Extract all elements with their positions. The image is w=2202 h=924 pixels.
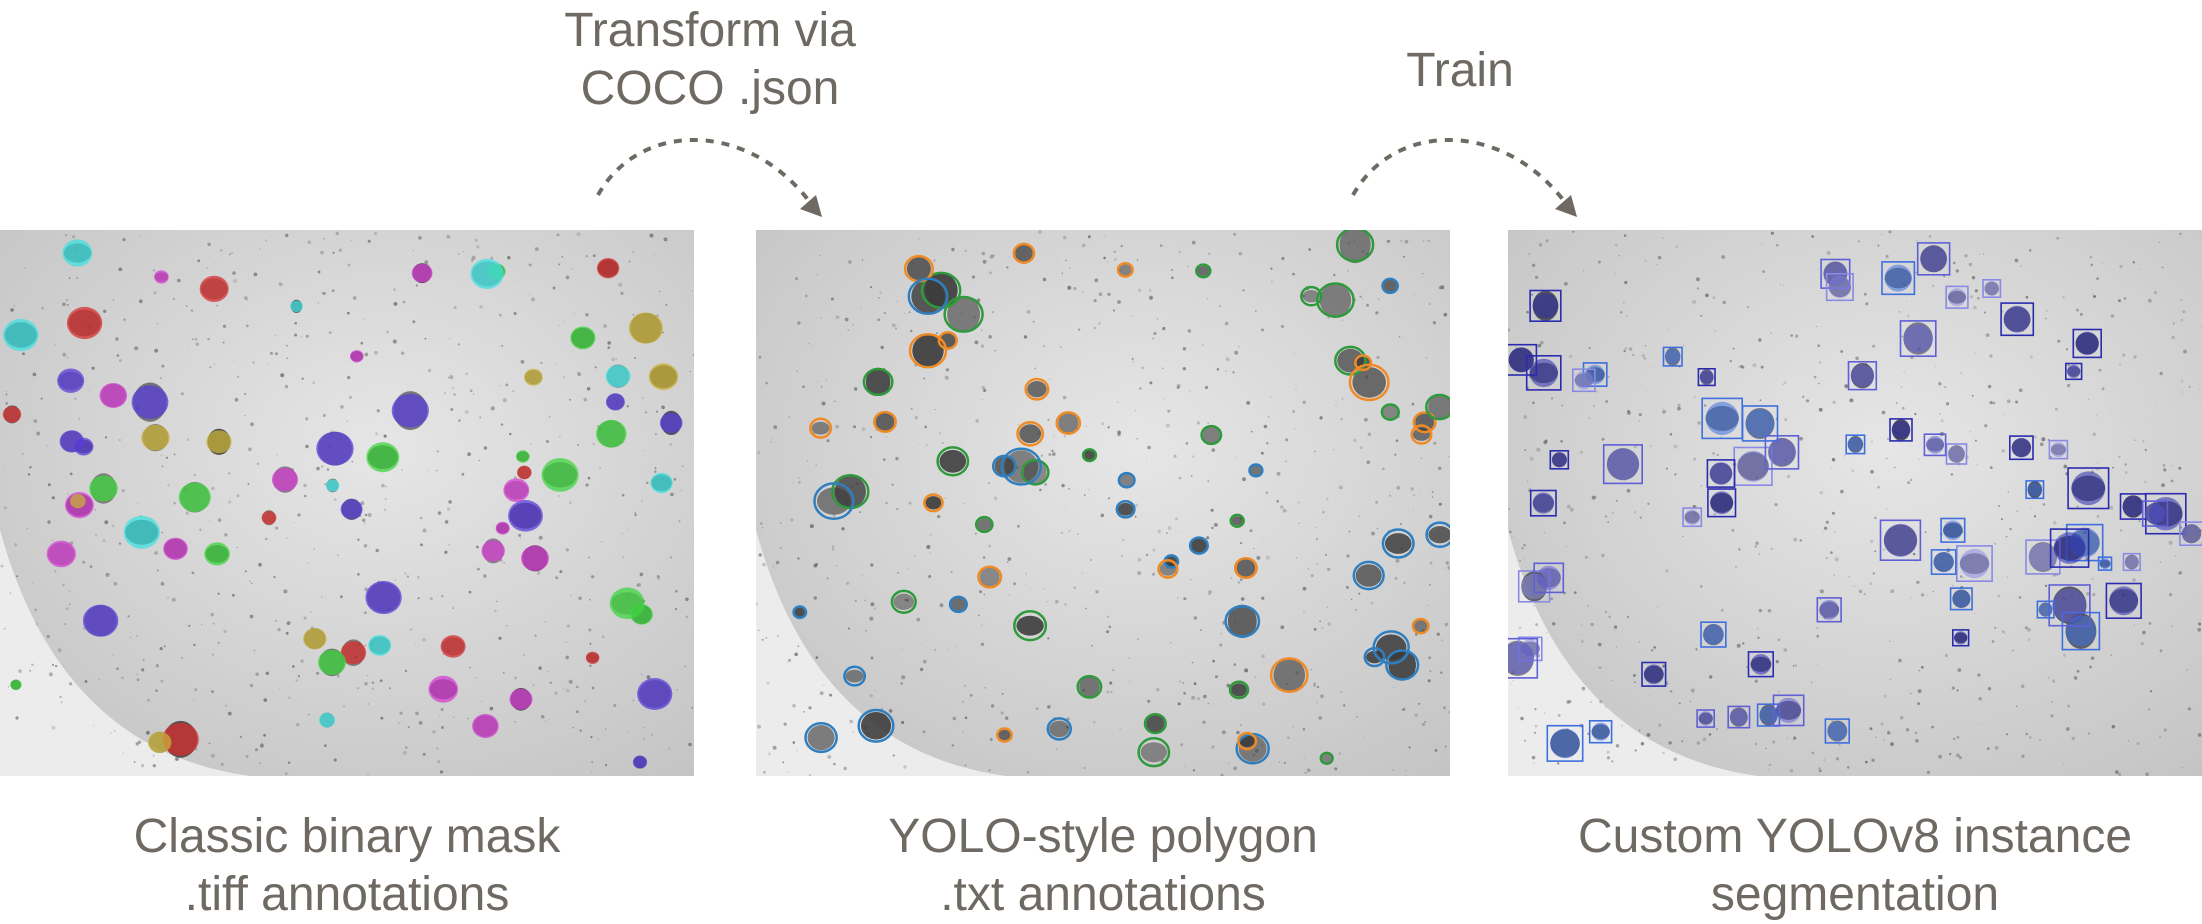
caption-binary-mask: Classic binary mask .tiff annotations (133, 810, 561, 921)
step-label-train: Train (1406, 44, 1514, 97)
panel-yolov8-segmentation (1508, 230, 2202, 776)
caption-yolov8-segmentation: Custom YOLOv8 instance segmentation (1577, 810, 2133, 921)
caption-yolo-polygon: YOLO-style polygon .txt annotations (888, 810, 1318, 921)
train-arrow-icon (1351, 138, 1577, 217)
panel-yolo-polygon (756, 230, 1450, 776)
panel-binary-mask (0, 230, 694, 776)
step-label-transform: Transform via COCO .json (564, 4, 856, 115)
yolo-polygon-image (756, 230, 1450, 776)
transform-arrow-icon (596, 138, 822, 217)
binary-mask-image (0, 230, 694, 776)
yolov8-segmentation-image (1508, 230, 2202, 776)
